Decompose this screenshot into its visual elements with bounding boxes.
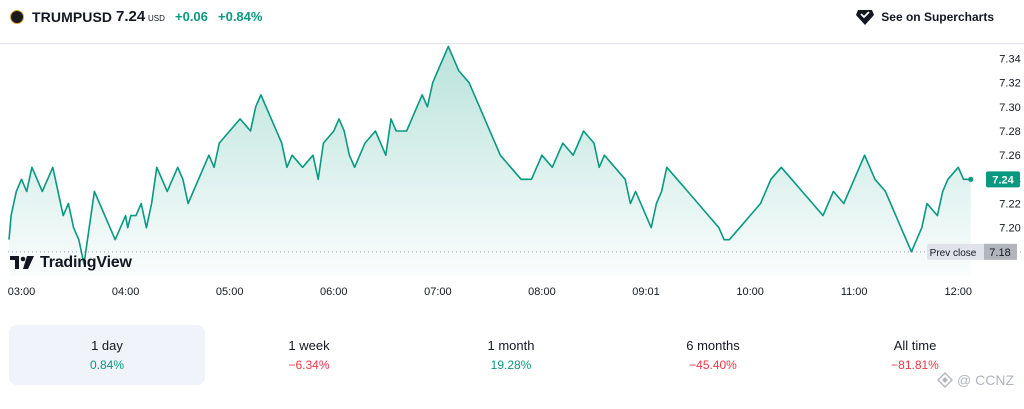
range-tab-change: −81.81% xyxy=(891,358,939,372)
y-tick-label: 7.26 xyxy=(999,150,1020,162)
range-tab-1-week[interactable]: 1 week −6.34% xyxy=(211,325,407,385)
prev-close-badge: Prev close 7.18 xyxy=(927,243,1017,260)
svg-text:7.24: 7.24 xyxy=(992,174,1014,186)
see-on-supercharts-label: See on Supercharts xyxy=(881,10,994,24)
price-change-percent: +0.84% xyxy=(218,9,263,24)
symbol-name[interactable]: TRUMPUSD xyxy=(32,9,113,25)
x-tick-label: 05:00 xyxy=(216,286,244,298)
range-tab-1-day[interactable]: 1 day 0.84% xyxy=(9,325,205,385)
y-tick-label: 7.30 xyxy=(999,102,1020,114)
x-tick-label: 04:00 xyxy=(112,286,140,298)
x-tick-label: 03:00 xyxy=(8,286,36,298)
x-tick-label: 11:00 xyxy=(841,286,868,298)
price-series-line xyxy=(8,45,971,265)
svg-text:Prev close: Prev close xyxy=(930,248,977,259)
range-tab-change: 0.84% xyxy=(89,358,125,372)
chart-header: TRUMPUSD 7.24 USD +0.06 +0.84% See on Su… xyxy=(0,0,1024,36)
last-price: 7.24 xyxy=(116,8,146,25)
x-tick-label: 07:00 xyxy=(424,286,452,298)
x-tick-label: 10:00 xyxy=(736,286,764,298)
range-tab-1-month[interactable]: 1 month 19.28% xyxy=(413,325,609,385)
range-tab-change: 19.28% xyxy=(490,358,532,372)
see-on-supercharts-link[interactable]: See on Supercharts xyxy=(855,7,994,27)
y-tick-label: 7.28 xyxy=(999,126,1020,138)
y-tick-label: 7.22 xyxy=(999,199,1020,211)
header-divider xyxy=(0,43,1024,44)
x-tick-label: 08:00 xyxy=(528,286,556,298)
range-tab-label: 6 months xyxy=(686,338,740,353)
range-tab-6-months[interactable]: 6 months −45.40% xyxy=(615,325,811,385)
watermark-text: @ CCNZ xyxy=(957,372,1014,388)
x-tick-label: 12:00 xyxy=(944,286,972,298)
svg-text:7.18: 7.18 xyxy=(989,247,1010,259)
last-price-badge: 7.24 xyxy=(986,171,1020,188)
price-area-fill xyxy=(9,46,971,277)
range-tab-label: All time xyxy=(893,338,937,353)
x-tick-label: 06:00 xyxy=(320,286,348,298)
time-range-selector: 1 day 0.84% 1 week −6.34% 1 month 19.28%… xyxy=(9,325,1014,385)
binance-diamond-icon xyxy=(937,372,954,388)
watermark: @ CCNZ xyxy=(937,372,1014,388)
price-change-absolute: +0.06 xyxy=(175,9,208,24)
range-tab-change: −6.34% xyxy=(288,358,330,372)
supercharts-icon xyxy=(856,10,875,25)
range-tab-label: 1 day xyxy=(91,338,123,353)
tradingview-logo-text: TradingView xyxy=(40,254,132,271)
currency-label: USD xyxy=(148,14,165,23)
tradingview-logo[interactable]: TradingView xyxy=(10,254,132,272)
range-tab-label: 1 week xyxy=(288,338,330,353)
y-tick-label: 7.20 xyxy=(999,223,1020,235)
last-price-dot xyxy=(968,176,974,182)
range-tab-change: −45.40% xyxy=(689,358,737,372)
trump-coin-icon xyxy=(10,10,24,24)
x-tick-label: 09:01 xyxy=(632,286,660,298)
range-tab-all-time[interactable]: All time −81.81% xyxy=(817,325,1013,385)
range-tab-label: 1 month xyxy=(487,338,535,353)
price-chart[interactable]: 7.34 7.32 7.30 7.28 7.26 7.24 7.22 7.20 03:00 04… xyxy=(0,44,1024,304)
y-tick-label: 7.32 xyxy=(999,78,1020,90)
tradingview-logo-icon xyxy=(10,256,34,269)
y-tick-label: 7.34 xyxy=(999,54,1020,66)
